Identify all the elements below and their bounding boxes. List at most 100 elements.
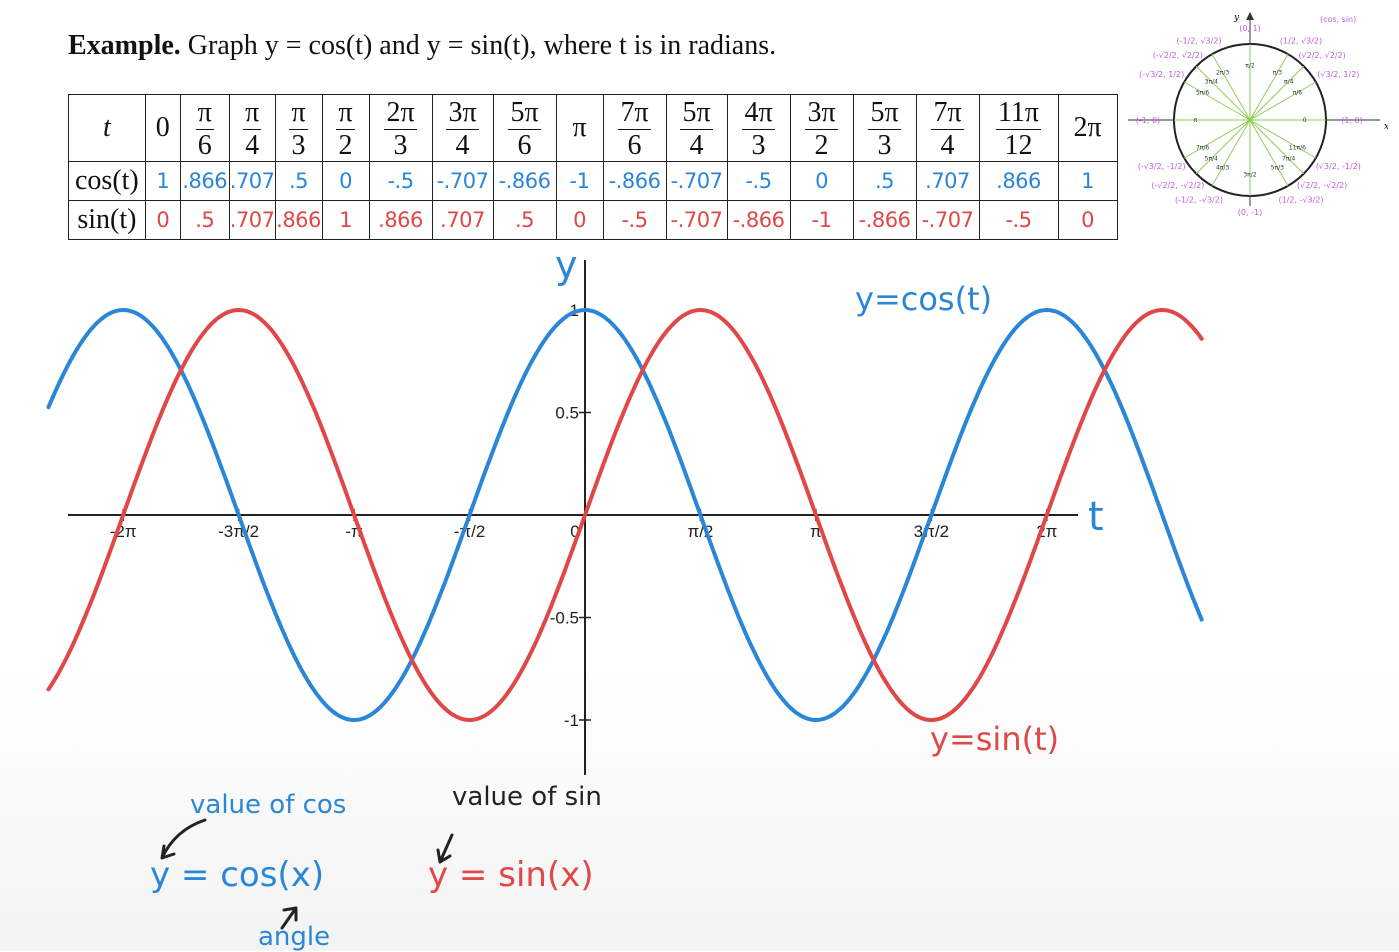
sin-series-label: y=sin(t) — [930, 720, 1059, 758]
x-tick-label: -3π/2 — [218, 522, 259, 541]
circle-radian-label: 3π/4 — [1205, 78, 1218, 85]
radius-line — [1249, 119, 1289, 187]
circle-radian-label: 5π/3 — [1271, 164, 1284, 171]
circle-point-label: (√3/2, -1/2) — [1316, 162, 1361, 171]
sin-value-cell: -.5 — [978, 200, 1059, 240]
sin-value-cell: 0 — [555, 200, 604, 240]
sin-cos-graph: -2π -3π/2 -π -π/2 0 π/2 π 3π/2 2π10.5-0.5-1yty=c… — [46, 243, 1204, 775]
t-header-numerator: 3π — [446, 96, 479, 130]
radius-line — [1195, 65, 1251, 121]
circle-point-label: (-1/2, √3/2) — [1176, 36, 1221, 45]
t-header-numerator: 7π — [931, 96, 964, 130]
circle-point-label: (√2/2, -√2/2) — [1297, 181, 1347, 190]
sin-value-cell: .707 — [228, 200, 276, 240]
cos-curve — [46, 307, 1204, 723]
sin-value-cell: .707 — [431, 200, 494, 240]
cos-row-label: cos(t) — [68, 161, 146, 201]
radius-line — [1195, 119, 1251, 175]
sin-value-cell: -1 — [789, 200, 854, 240]
t-header-numerator: 5π — [868, 96, 901, 130]
y-tick-label: -1 — [564, 711, 579, 730]
y-tick-label: 0.5 — [555, 404, 579, 423]
arrow-sin-icon — [436, 833, 454, 864]
y-sin-x-note: y = sin(x) — [428, 855, 594, 895]
circle-point-label: (1/2, -√3/2) — [1278, 196, 1323, 205]
sin-value-cell: .5 — [492, 200, 557, 240]
circle-point-label: (-√3/2, -1/2) — [1138, 162, 1186, 171]
radius-line — [1249, 53, 1289, 121]
example-text: Graph y = cos(t) and y = sin(t), where t… — [187, 30, 777, 61]
circle-point-label: (0, -1) — [1238, 208, 1262, 216]
cos-value-cell: 1 — [1057, 161, 1118, 201]
radius-line — [1249, 119, 1305, 175]
circle-point-label: (1/2, √3/2) — [1280, 36, 1322, 45]
t-header-denominator: 3 — [291, 129, 306, 161]
circle-radian-label: π/4 — [1284, 78, 1294, 85]
circle-radian-label: π/6 — [1293, 90, 1303, 97]
circle-radian-label: π/3 — [1273, 70, 1283, 77]
radius-line — [1183, 119, 1251, 159]
t-header-numerator: 3π — [805, 96, 838, 130]
sin-value-cell: .866 — [368, 200, 433, 240]
sin-value-cell: 0 — [144, 200, 181, 240]
example-title: Example. Graph y = cos(t) and y = sin(t)… — [68, 30, 776, 62]
value-of-sin-note: value of sin — [452, 782, 602, 812]
t-header-numerator: π — [289, 96, 308, 130]
cos-value-cell: 0 — [789, 161, 854, 201]
values-table: t 0 π 6 π 4 π 3 π 2 2π 3 3π 4 5π 6 π 7π 6 5π 4 4π 3 3π 2 5π 3 7π 4 1… — [68, 94, 1118, 240]
t-header-denominator: 3 — [751, 129, 766, 161]
t-header-cell: 3π 4 — [431, 94, 494, 162]
circle-radian-label: 7π/6 — [1196, 144, 1209, 151]
circle-radian-label: π/2 — [1245, 62, 1255, 69]
circle-point-label: (0, 1) — [1239, 24, 1261, 33]
arrow-angle-icon — [280, 906, 298, 930]
t-header-cell: 2π — [1057, 94, 1118, 162]
t-header-denominator: 4 — [689, 129, 704, 161]
y-cos-x-note: y = cos(x) — [150, 855, 325, 895]
t-header-denominator: 4 — [940, 129, 955, 161]
y-axis-label: y — [555, 243, 578, 287]
sin-row: sin(t) 0.5.707.866 1.866.707.5 0 -.5 -.707 -.… — [68, 200, 1118, 240]
value-of-cos-note: value of cos — [190, 790, 347, 820]
circle-point-label: (1, 0) — [1341, 116, 1363, 125]
sin-curve — [46, 307, 1204, 723]
radius-line — [1249, 65, 1305, 121]
cos-value-cell: -.866 — [602, 161, 667, 201]
t-header-denominator: 6 — [627, 129, 642, 161]
sin-value-cell: -.707 — [665, 200, 728, 240]
cos-value-cell: .707 — [915, 161, 980, 201]
t-header-numerator: 11π — [995, 96, 1042, 130]
circle-point-label: (-1/2, -√3/2) — [1175, 196, 1223, 205]
t-header-cell: 4π 3 — [726, 94, 791, 162]
cos-sin-label: (cos, sin) — [1320, 15, 1356, 24]
angle-note: angle — [258, 922, 331, 952]
circle-x-label: x — [1384, 122, 1388, 132]
circle-radian-label: 0 — [1303, 117, 1307, 124]
circle-radian-label: 7π/4 — [1282, 156, 1295, 163]
sin-value-cell: -.5 — [602, 200, 667, 240]
radius-line — [1249, 119, 1317, 159]
t-header-denominator: 4 — [455, 129, 470, 161]
sin-value-cell: 1 — [321, 200, 370, 240]
circle-radian-label: 5π/6 — [1196, 90, 1209, 97]
sin-value-cell: .5 — [179, 200, 230, 240]
cos-value-cell: .866 — [978, 161, 1059, 201]
t-header-numerator: π — [336, 96, 355, 130]
circle-point-label: (-√3/2, 1/2) — [1139, 70, 1184, 79]
circle-radian-label: 5π/4 — [1205, 156, 1218, 163]
circle-radian-label: 3π/2 — [1243, 172, 1256, 179]
radius-line — [1249, 81, 1317, 121]
circle-point-label: (√3/2, 1/2) — [1317, 70, 1359, 79]
t-header-denominator: 6 — [517, 129, 532, 161]
radius-line — [1183, 81, 1251, 121]
t-header-cell: 7π 4 — [915, 94, 980, 162]
radius-line — [1211, 53, 1251, 121]
t-header-denominator: 2 — [338, 129, 353, 161]
cos-series-label: y=cos(t) — [855, 280, 992, 318]
circle-point-label: (-1, 0) — [1136, 116, 1160, 125]
t-header-cell: 3π 2 — [789, 94, 854, 162]
t-header-cell: 5π 3 — [852, 94, 917, 162]
circle-radian-label: π — [1193, 117, 1197, 124]
circle-radian-label: 4π/3 — [1216, 164, 1229, 171]
